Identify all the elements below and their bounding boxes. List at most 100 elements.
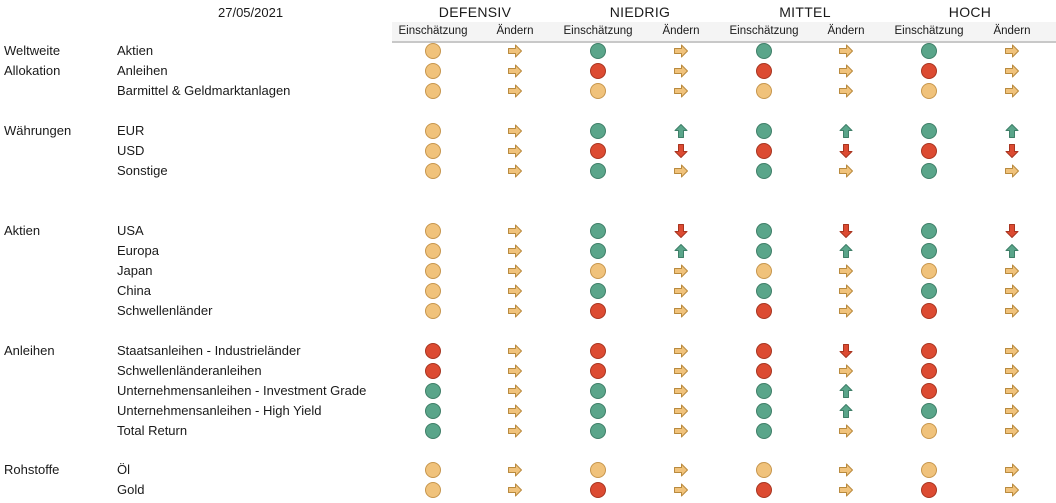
green-status-dot: [590, 243, 606, 259]
arrow-right-icon: [1004, 263, 1020, 279]
red-status-dot: [590, 143, 606, 159]
red-status-dot: [425, 363, 441, 379]
arrow-right-icon: [838, 43, 854, 59]
arrow-right-icon: [673, 482, 689, 498]
header-background: [392, 22, 1056, 41]
yellow-status-dot: [590, 263, 606, 279]
arrow-right-icon: [673, 363, 689, 379]
yellow-status-dot: [425, 223, 441, 239]
arrow-right-icon: [507, 143, 523, 159]
green-status-dot: [590, 403, 606, 419]
green-status-dot: [921, 223, 937, 239]
green-status-dot: [756, 223, 772, 239]
arrow-up-icon: [838, 243, 854, 259]
category-label: Allokation: [4, 63, 61, 78]
change-header: Ändern: [662, 25, 700, 37]
green-status-dot: [425, 423, 441, 439]
green-status-dot: [756, 163, 772, 179]
row-label: Gold: [117, 482, 145, 497]
assessment-header: Einschätzung: [894, 25, 964, 37]
yellow-status-dot: [425, 143, 441, 159]
arrow-right-icon: [1004, 383, 1020, 399]
arrow-right-icon: [838, 423, 854, 439]
red-status-dot: [921, 303, 937, 319]
arrow-down-icon: [838, 143, 854, 159]
yellow-status-dot: [921, 462, 937, 478]
header-divider: [392, 41, 1056, 43]
green-status-dot: [756, 423, 772, 439]
assessment-header: Einschätzung: [398, 25, 468, 37]
arrow-right-icon: [507, 482, 523, 498]
arrow-right-icon: [1004, 363, 1020, 379]
yellow-status-dot: [756, 83, 772, 99]
red-status-dot: [756, 363, 772, 379]
green-status-dot: [425, 383, 441, 399]
arrow-right-icon: [838, 462, 854, 478]
change-header: Ändern: [827, 25, 865, 37]
green-status-dot: [921, 403, 937, 419]
arrow-right-icon: [673, 383, 689, 399]
arrow-right-icon: [673, 303, 689, 319]
row-label: Unternehmensanleihen - High Yield: [117, 403, 322, 418]
red-status-dot: [921, 343, 937, 359]
arrow-up-icon: [838, 403, 854, 419]
yellow-status-dot: [425, 243, 441, 259]
arrow-right-icon: [1004, 83, 1020, 99]
arrow-right-icon: [1004, 163, 1020, 179]
arrow-right-icon: [507, 423, 523, 439]
category-label: Aktien: [4, 223, 41, 238]
row-label: EUR: [117, 123, 145, 138]
yellow-status-dot: [425, 283, 441, 299]
arrow-right-icon: [507, 223, 523, 239]
green-status-dot: [921, 123, 937, 139]
arrow-right-icon: [673, 263, 689, 279]
green-status-dot: [921, 243, 937, 259]
red-status-dot: [590, 63, 606, 79]
yellow-status-dot: [756, 462, 772, 478]
green-status-dot: [756, 43, 772, 59]
yellow-status-dot: [425, 263, 441, 279]
green-status-dot: [590, 423, 606, 439]
arrow-right-icon: [507, 163, 523, 179]
profile-header: DEFENSIV: [438, 4, 512, 20]
row-label: Öl: [117, 462, 130, 477]
arrow-right-icon: [673, 43, 689, 59]
green-status-dot: [756, 123, 772, 139]
red-status-dot: [921, 383, 937, 399]
green-status-dot: [756, 283, 772, 299]
category-label: Währungen: [4, 123, 72, 138]
red-status-dot: [425, 343, 441, 359]
row-label: Unternehmensanleihen - Investment Grade: [117, 383, 367, 398]
yellow-status-dot: [590, 462, 606, 478]
arrow-right-icon: [838, 83, 854, 99]
green-status-dot: [756, 403, 772, 419]
row-label: Japan: [117, 263, 153, 278]
green-status-dot: [590, 383, 606, 399]
row-label: China: [117, 283, 151, 298]
yellow-status-dot: [921, 83, 937, 99]
arrow-right-icon: [838, 363, 854, 379]
profile-header: MITTEL: [779, 4, 831, 20]
arrow-right-icon: [1004, 63, 1020, 79]
arrow-down-icon: [673, 223, 689, 239]
arrow-right-icon: [838, 163, 854, 179]
red-status-dot: [756, 343, 772, 359]
red-status-dot: [921, 63, 937, 79]
red-status-dot: [921, 143, 937, 159]
row-label: Sonstige: [117, 163, 168, 178]
arrow-right-icon: [1004, 482, 1020, 498]
yellow-status-dot: [425, 63, 441, 79]
arrow-right-icon: [507, 343, 523, 359]
arrow-right-icon: [673, 63, 689, 79]
arrow-right-icon: [838, 283, 854, 299]
red-status-dot: [756, 143, 772, 159]
red-status-dot: [590, 363, 606, 379]
yellow-status-dot: [756, 263, 772, 279]
yellow-status-dot: [425, 163, 441, 179]
arrow-right-icon: [507, 303, 523, 319]
arrow-right-icon: [673, 83, 689, 99]
arrow-right-icon: [1004, 462, 1020, 478]
green-status-dot: [425, 403, 441, 419]
arrow-right-icon: [673, 343, 689, 359]
red-status-dot: [756, 303, 772, 319]
